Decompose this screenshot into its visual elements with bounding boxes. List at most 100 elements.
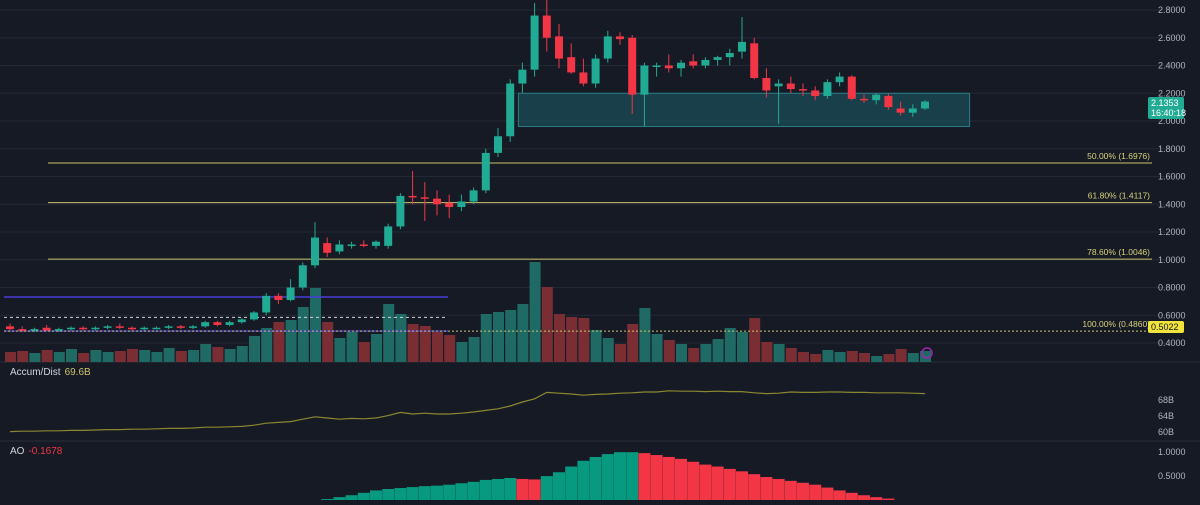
candle-body [799,89,807,91]
ao-bar [357,492,370,500]
fib100-price-tag: 0.5022 [1148,321,1184,333]
candle-body [689,61,698,66]
volume-bar [322,322,334,362]
candle-body [628,37,637,95]
candle-body [54,329,63,331]
ao-tick-label: 1.0000 [1158,447,1186,457]
volume-bar [700,344,712,362]
volume-bar [41,350,53,362]
candle-body [762,77,771,91]
price-tick-label: 1.8000 [1158,144,1186,154]
candle-body [896,108,905,113]
candle-body [445,202,454,208]
volume-bar [517,304,529,362]
candle-body [652,65,661,67]
candle-body [67,327,75,330]
price-tick-label: 2.8000 [1158,5,1186,15]
volume-bar [895,349,907,362]
volume-bar [139,350,151,362]
ad-tick-label: 60B [1158,427,1174,437]
volume-bar [407,324,419,362]
volume-bar [737,332,748,362]
volume-bar [480,314,492,362]
price-tick-label: 1.2000 [1158,227,1186,237]
grid-layer [0,9,1200,442]
ao-bar [467,481,480,500]
price-tick-label: 2.6000 [1158,33,1186,43]
candle-body [518,69,527,84]
ad-tick-label: 64B [1158,411,1174,421]
volume-bar [529,262,541,362]
ao-bar [394,488,407,500]
candle-body [79,327,88,330]
candle-body [921,101,929,109]
current-price-tag: 2.1353 16:40:18 [1148,97,1186,119]
candle-body [494,136,502,153]
ao-bar [736,471,748,500]
ao-bar [370,490,382,500]
ao-bar [711,466,724,500]
volume-bar [371,334,382,362]
candle-body [555,36,563,59]
candle-body [835,76,844,83]
candle-body [298,265,307,288]
volume-bar [712,339,724,362]
ao-bar [479,479,492,500]
candle-body [286,287,295,300]
volume-layer [5,262,931,362]
ao-bar [821,487,834,500]
ao-bar [333,497,346,500]
volume-bar [419,326,431,362]
fib-level-label: 61.80% (1.4117) [1088,191,1150,201]
volume-bar [871,356,883,362]
candle-body [408,195,417,198]
candle-body [713,57,722,60]
ao-bar [540,476,553,500]
candle-body [225,322,234,325]
volume-bar [297,307,309,362]
ao-bar [760,477,773,500]
volume-bar [53,352,65,362]
volume-bar [383,304,395,362]
ao-bar [406,487,419,500]
ao-layer: 1.0000 0.5000 [321,447,1186,500]
volume-bar [151,352,163,362]
ao-bar [553,472,565,500]
ao-bar [431,485,443,500]
candle-body [750,43,759,78]
ao-bar [699,464,712,500]
ao-value: -0.1678 [28,446,63,457]
fib-level-label: 50.00% (1.6976) [1087,151,1150,161]
candle-body [738,41,746,52]
candle-body [274,295,283,300]
volume-bar [432,332,443,362]
volume-bar [578,318,590,362]
candle-body [237,319,246,323]
candle-body [542,15,551,38]
candle-body [128,327,136,330]
candle-body [908,108,917,113]
volume-bar [175,351,187,362]
candle-body [164,326,173,328]
volume-bar [822,350,834,362]
candle-body [213,322,222,325]
candle-body [457,201,466,208]
volume-bar [212,347,224,362]
candle-body [469,190,478,202]
volume-bar [310,288,321,362]
fib100-tag-value: 0.5022 [1151,322,1179,332]
candle-body [481,152,490,191]
volume-bar [907,353,919,362]
candle-body [115,326,124,328]
volume-bar [273,322,285,362]
candle-body [579,72,588,84]
candle-body [311,237,319,266]
candle-layer [6,0,933,359]
accum-dist-line [9,390,926,433]
candle-body [176,326,185,328]
candle-body [725,53,734,58]
candle-body [567,57,576,73]
ao-bar [565,466,578,500]
volume-bar [761,342,773,362]
